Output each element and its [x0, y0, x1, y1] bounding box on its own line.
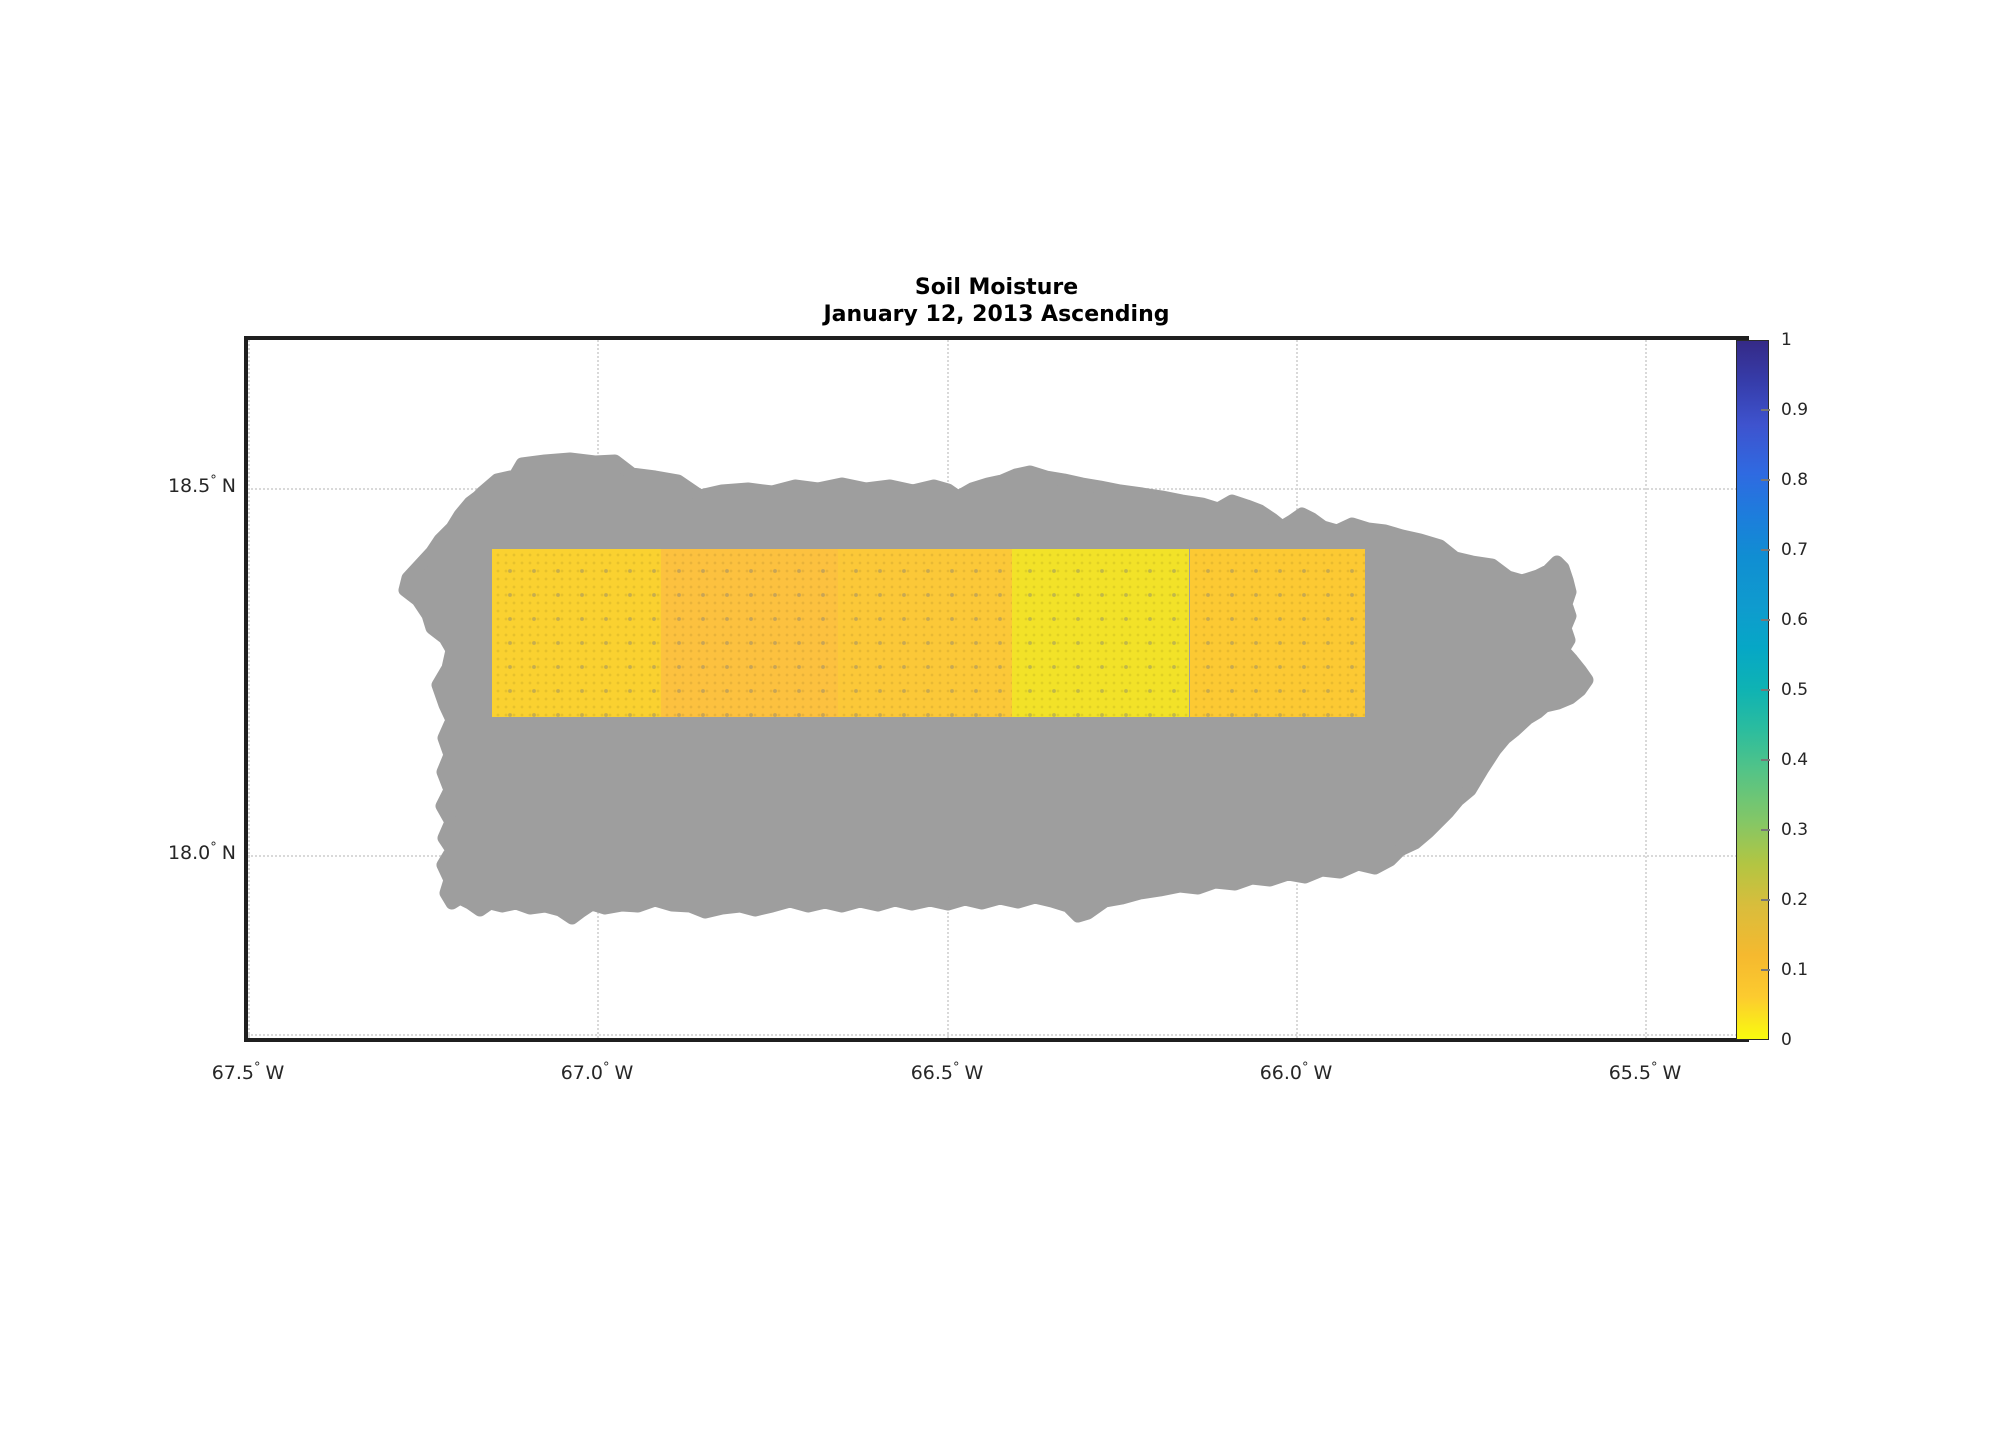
colorbar-tick-label: 0.6	[1781, 610, 1809, 630]
x-tick-label: 67.0° W	[560, 1060, 634, 1084]
y-tick-label: 18.0° N	[167, 840, 236, 864]
swath-segment	[661, 549, 838, 717]
colorbar-tick-label: 0.8	[1781, 470, 1809, 490]
colorbar-tick	[1761, 899, 1770, 901]
swath-segment	[492, 549, 661, 717]
map-plot-area	[248, 340, 1745, 1038]
chart-title: Soil Moisture	[914, 275, 1079, 300]
grid-line-vertical	[248, 340, 250, 1038]
swath-segment	[1012, 549, 1189, 717]
x-tick-label: 67.5° W	[211, 1060, 285, 1084]
colorbar-tick-label: 1	[1781, 330, 1792, 350]
chart-subtitle: January 12, 2013 Ascending	[823, 302, 1170, 327]
colorbar-tick-label: 0.7	[1781, 540, 1809, 560]
colorbar-tick	[1761, 479, 1770, 481]
colorbar-tick-label: 0.3	[1781, 820, 1809, 840]
x-tick-label: 66.0° W	[1259, 1060, 1333, 1084]
grid-line-vertical	[1645, 340, 1647, 1038]
y-tick-label: 18.5° N	[167, 473, 236, 497]
colorbar-tick-label: 0.2	[1781, 890, 1809, 910]
colorbar-tick	[1761, 969, 1770, 971]
x-tick-label: 65.5° W	[1608, 1060, 1682, 1084]
colorbar-tick	[1761, 549, 1770, 551]
colorbar-tick	[1761, 409, 1770, 411]
swath-segment	[1190, 549, 1365, 717]
colorbar-tick-label: 0.5	[1781, 680, 1809, 700]
colorbar-tick	[1761, 829, 1770, 831]
swath-segment	[838, 549, 1012, 717]
chart-title-block: Soil Moisture January 12, 2013 Ascending	[248, 274, 1745, 328]
colorbar-tick	[1761, 689, 1770, 691]
colorbar-tick-label: 0.9	[1781, 400, 1809, 420]
colorbar-tick-label: 0.1	[1781, 960, 1809, 980]
colorbar-tick	[1761, 759, 1770, 761]
colorbar-tick-label: 0.4	[1781, 750, 1809, 770]
axis-minor-tick-strip	[248, 1034, 1745, 1036]
x-tick-label: 66.5° W	[910, 1060, 984, 1084]
colorbar-tick	[1761, 619, 1770, 621]
colorbar-tick-label: 0	[1781, 1030, 1792, 1050]
